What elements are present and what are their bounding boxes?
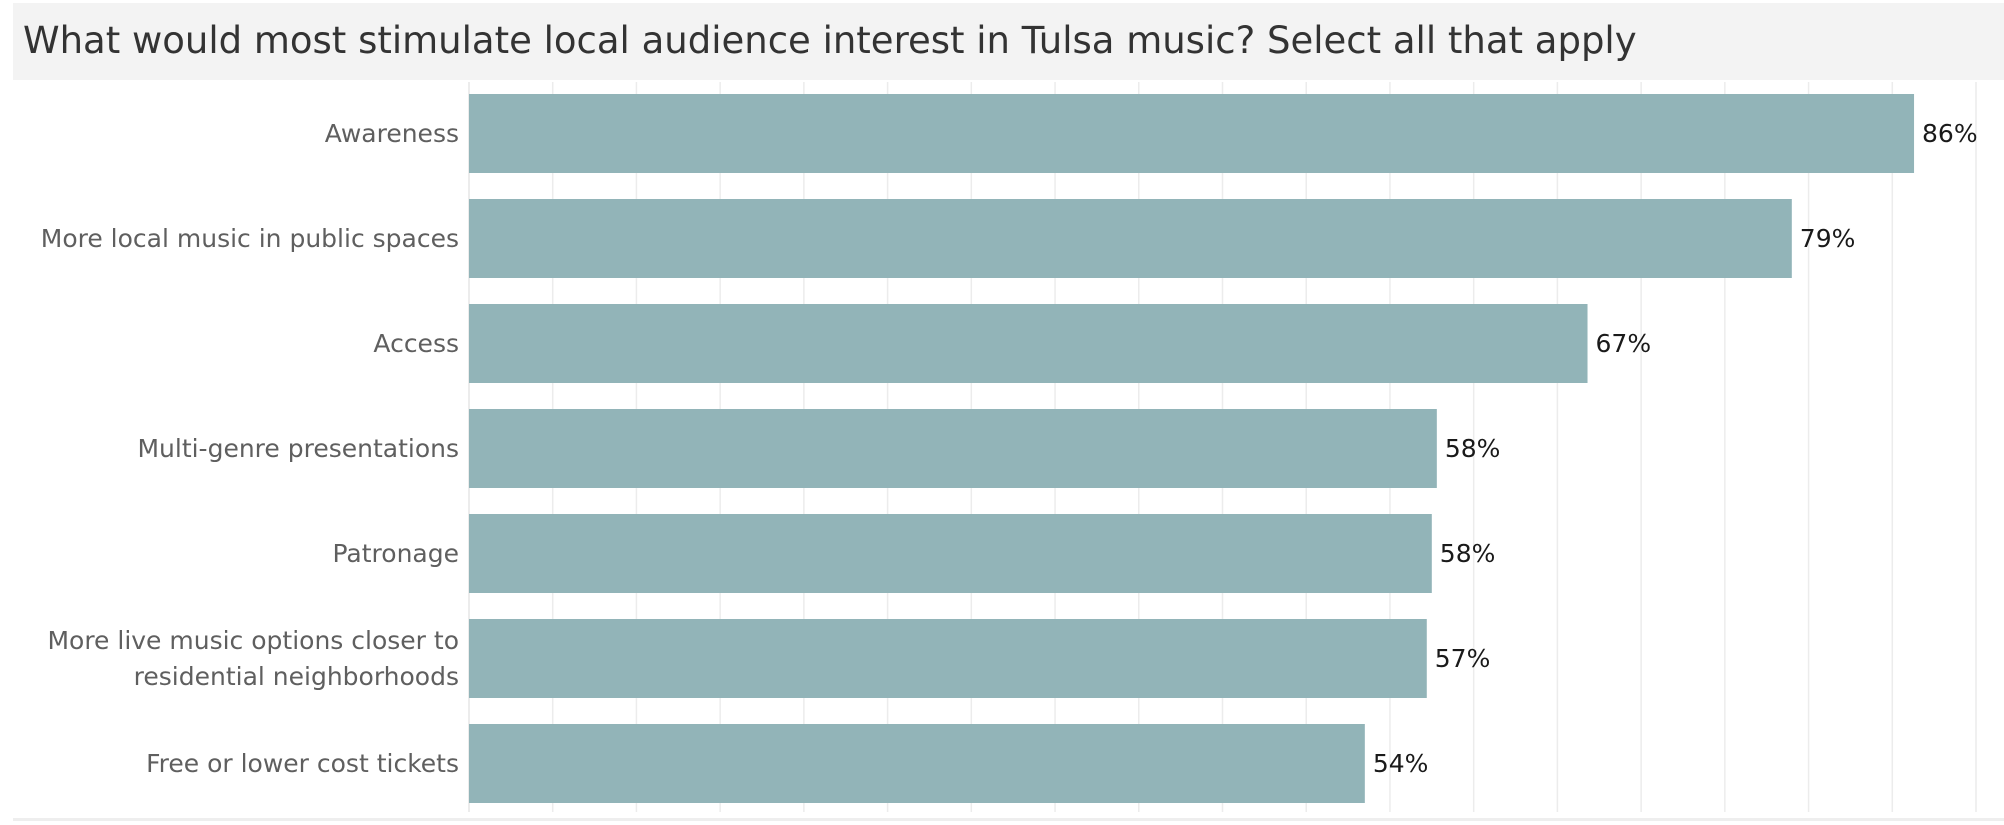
- category-label: Access: [373, 329, 459, 358]
- chart-bottom-border: [13, 818, 2004, 821]
- title-bar: What would most stimulate local audience…: [13, 3, 2004, 80]
- bar[interactable]: [469, 724, 1365, 803]
- category-labels: Awareness More local music in public spac…: [41, 119, 459, 778]
- value-labels: 86% 79% 67% 58% 58% 57% 54%: [1373, 119, 1978, 778]
- bar[interactable]: [469, 514, 1432, 593]
- data-label: 54%: [1373, 749, 1429, 778]
- category-label: Free or lower cost tickets: [146, 749, 459, 778]
- data-label: 58%: [1440, 539, 1496, 568]
- data-label: 57%: [1435, 644, 1491, 673]
- data-label: 58%: [1445, 434, 1501, 463]
- bar[interactable]: [469, 619, 1427, 698]
- bars: [469, 94, 1915, 803]
- category-label: residential neighborhoods: [134, 662, 459, 691]
- category-label: Patronage: [332, 539, 459, 568]
- bar[interactable]: [469, 409, 1437, 488]
- category-label: Multi-genre presentations: [137, 434, 459, 463]
- data-label: 67%: [1596, 329, 1652, 358]
- bar[interactable]: [469, 304, 1588, 383]
- category-label: Awareness: [325, 119, 459, 148]
- data-label: 79%: [1800, 224, 1856, 253]
- data-label: 86%: [1922, 119, 1978, 148]
- category-label: More local music in public spaces: [41, 224, 459, 253]
- bar[interactable]: [469, 94, 1915, 173]
- chart-title: What would most stimulate local audience…: [23, 19, 1637, 62]
- bar[interactable]: [469, 199, 1792, 278]
- category-label: More live music options closer to: [47, 626, 459, 655]
